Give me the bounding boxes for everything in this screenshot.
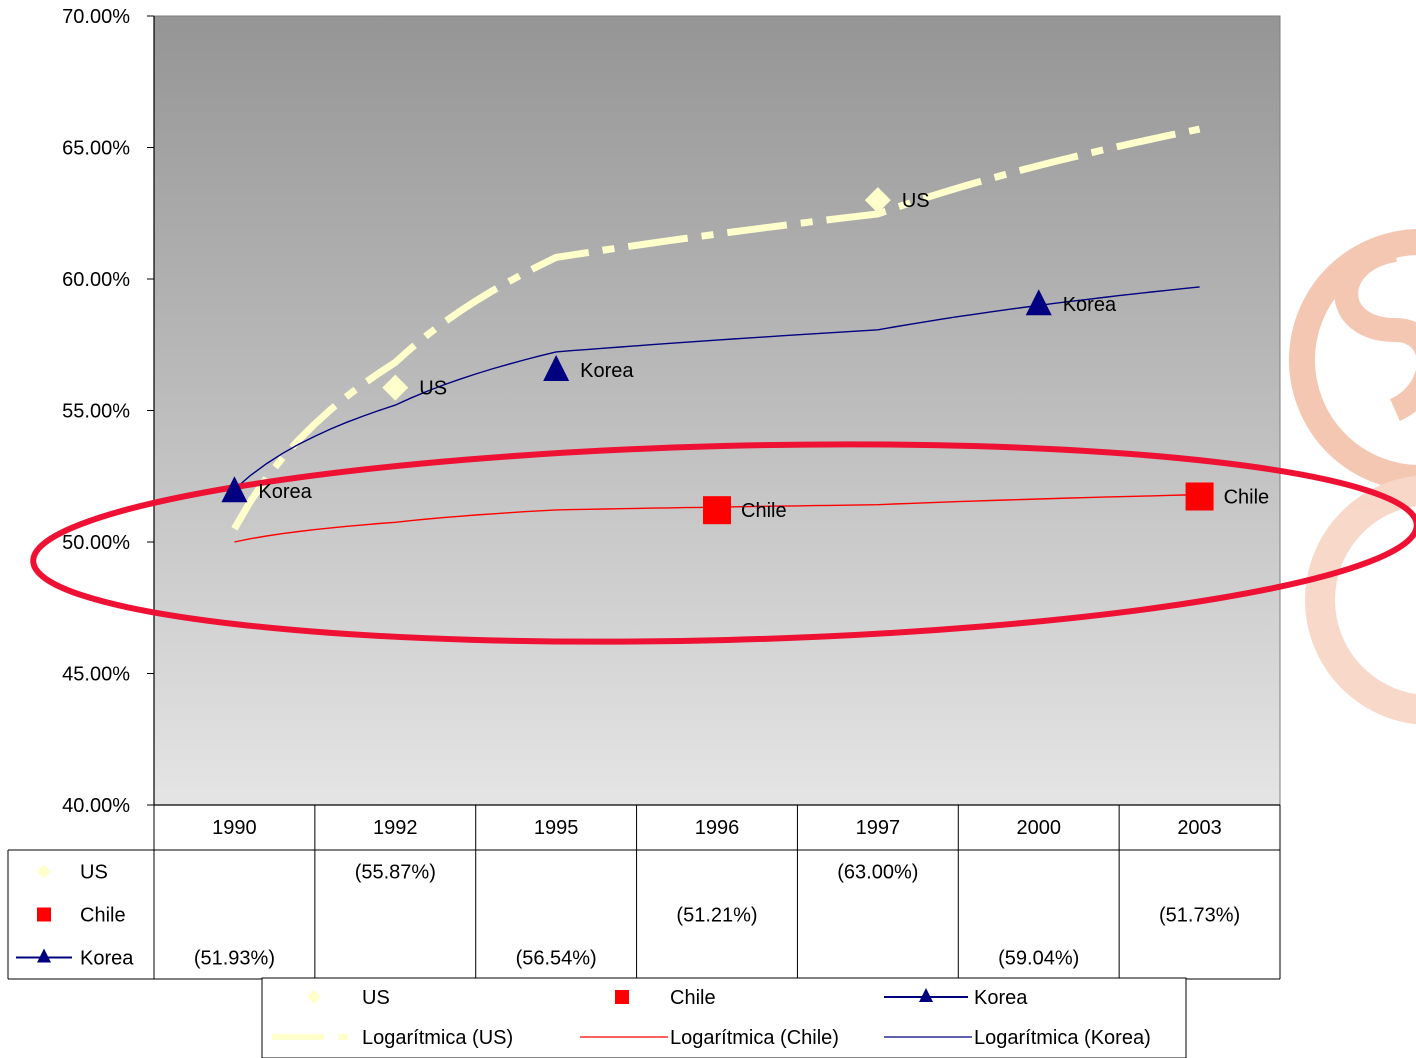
data-point	[37, 907, 51, 922]
data-point	[864, 187, 891, 214]
legend-label: Chile	[670, 987, 716, 1009]
data-label: Korea	[580, 360, 634, 382]
y-tick-label: 65.00%	[62, 138, 130, 160]
data-point	[1025, 289, 1052, 316]
data-point	[703, 496, 731, 525]
y-tick-label: 60.00%	[62, 269, 130, 291]
markers: US US Chile Chile Korea Korea Korea	[221, 187, 1270, 525]
x-tick-label: 2003	[1177, 817, 1222, 839]
x-tick-label: 1990	[212, 817, 257, 839]
data-point	[307, 990, 321, 1004]
legend-box	[261, 977, 1187, 1058]
watermark-logo	[1289, 229, 1416, 725]
table-value: (55.87%)	[355, 862, 436, 884]
legend-label: US	[362, 987, 390, 1009]
data-table: 1990 1992 1995 1996 1997 2000 2003 US (55.87%) (6…	[7, 804, 1281, 980]
y-axis: 40.00% 45.00% 50.00% 55.00% 60.00% 65.00% 70.0…	[62, 6, 155, 817]
data-label: Chile	[741, 500, 787, 522]
row-header: Korea	[80, 948, 134, 970]
data-point	[543, 354, 570, 381]
x-tick-label: 2000	[1016, 817, 1061, 839]
y-tick-label: 40.00%	[62, 795, 130, 817]
data-label: Korea	[258, 481, 312, 503]
x-tick-label: 1997	[856, 817, 901, 839]
y-tick-label: 50.00%	[62, 532, 130, 554]
table-value: (51.21%)	[676, 905, 757, 927]
y-tick-label: 55.00%	[62, 401, 130, 423]
table-value: (59.04%)	[998, 948, 1079, 970]
legend-label: Logarítmica (Chile)	[670, 1027, 839, 1049]
highlight-layer	[30, 441, 1416, 645]
data-point	[37, 864, 51, 879]
legend-label: Korea	[974, 987, 1028, 1009]
data-label: Chile	[1224, 487, 1270, 509]
row-header: Chile	[80, 905, 126, 927]
x-tick-label: 1992	[373, 817, 418, 839]
data-point	[37, 948, 51, 963]
table-value: (63.00%)	[837, 862, 918, 884]
data-label: US	[902, 190, 930, 212]
data-point	[1185, 482, 1214, 511]
data-point	[919, 988, 933, 1002]
y-tick-label: 70.00%	[62, 6, 130, 28]
legend-label: Logarítmica (Korea)	[974, 1027, 1151, 1049]
y-tick-label: 45.00%	[62, 664, 130, 686]
data-label: US	[419, 378, 447, 400]
plot-area	[154, 16, 1280, 805]
data-label: Korea	[1063, 294, 1117, 316]
table-value: (56.54%)	[516, 948, 597, 970]
data-point	[382, 374, 409, 401]
table-value: (51.73%)	[1159, 905, 1240, 927]
highlight-ellipse	[30, 441, 1416, 645]
data-point	[221, 476, 248, 503]
data-point	[615, 990, 629, 1004]
x-tick-label: 1995	[534, 817, 579, 839]
table-value: (51.93%)	[194, 948, 275, 970]
trendline	[231, 125, 1201, 531]
x-tick-label: 1996	[695, 817, 740, 839]
legend: US Chile Korea Logarítmica (US) Logarítmica …	[261, 977, 1187, 1058]
legend-label: Logarítmica (US)	[362, 1027, 513, 1049]
row-header: US	[80, 862, 108, 884]
